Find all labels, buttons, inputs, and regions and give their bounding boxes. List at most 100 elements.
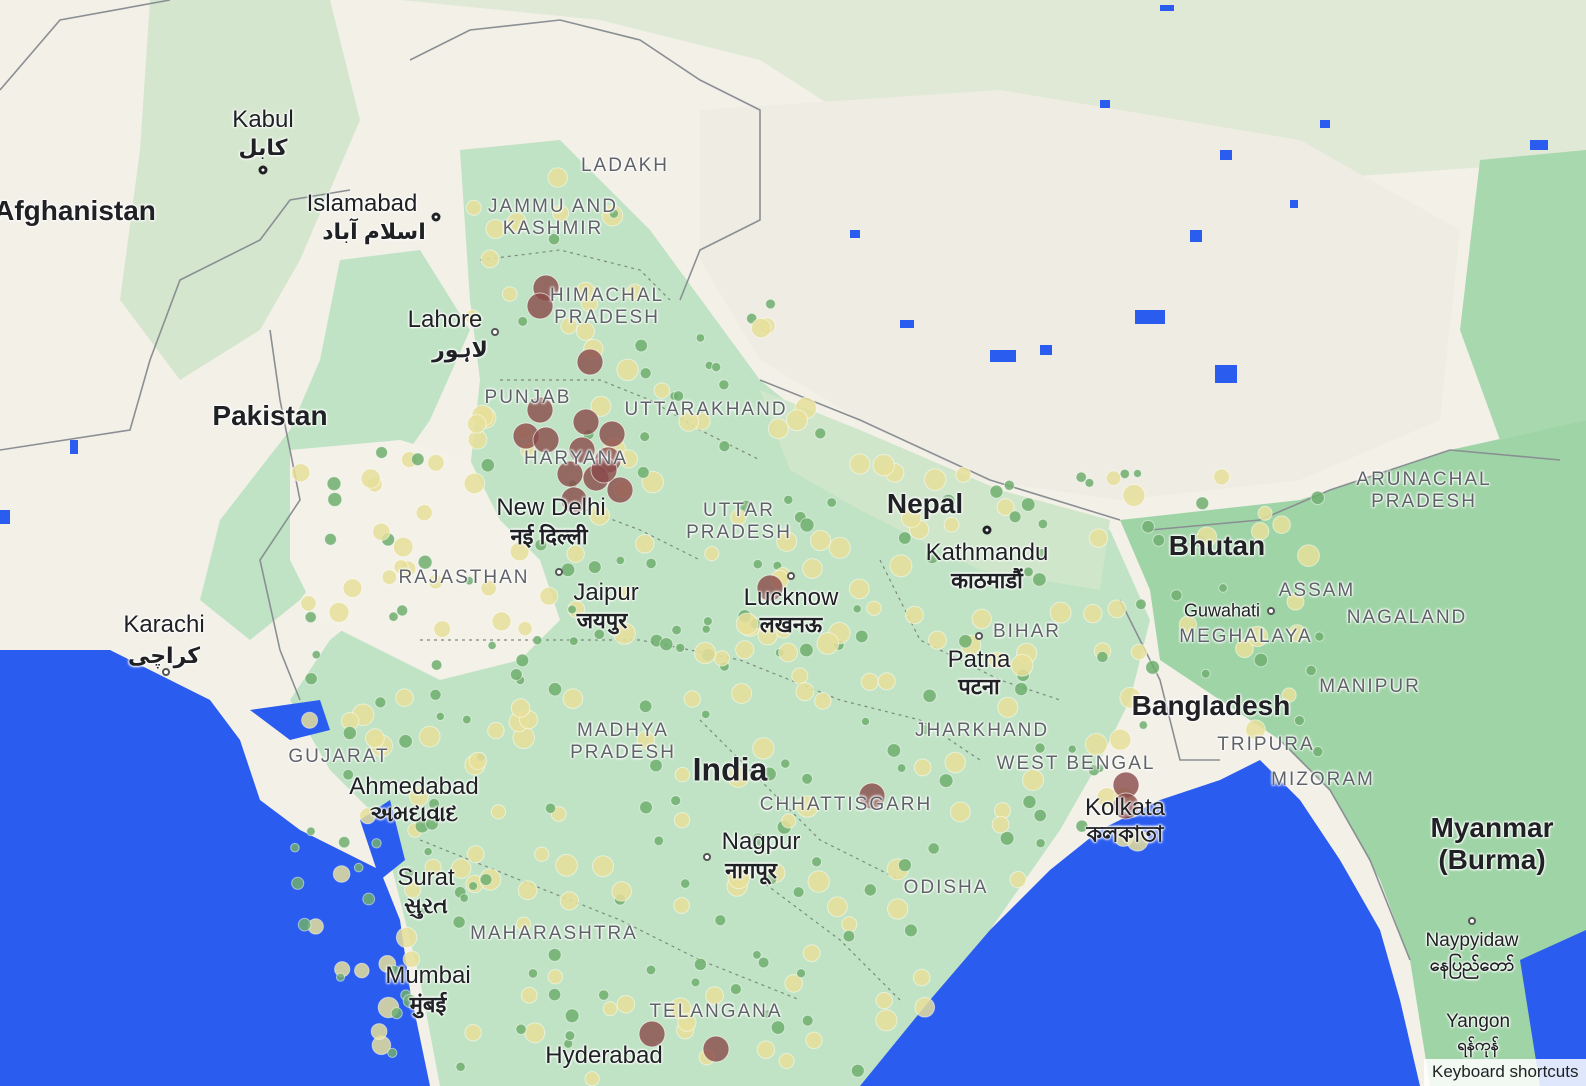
heatmap-marker <box>1106 471 1121 486</box>
city-dot-kabul[interactable] <box>259 166 268 175</box>
city-label-kabul[interactable]: Kabul <box>232 106 293 134</box>
heatmap-marker <box>599 990 609 1000</box>
heatmap-marker <box>436 712 444 720</box>
heatmap-marker <box>518 881 537 900</box>
heatmap-marker <box>810 530 830 550</box>
country-label-bhutan: Bhutan <box>1169 530 1265 562</box>
heatmap-marker <box>676 643 685 652</box>
city-local-mumbai: मुंबई <box>410 989 447 1019</box>
state-label-jammu-kashmir-2: KASHMIR <box>503 218 604 240</box>
heatmap-marker <box>719 380 729 390</box>
heatmap-marker <box>890 555 912 577</box>
heatmap-marker <box>635 339 648 352</box>
city-label-new-delhi[interactable]: New Delhi <box>496 494 605 522</box>
heatmap-marker <box>560 892 578 910</box>
heatmap-marker <box>1120 469 1129 478</box>
heatmap-marker <box>849 579 869 599</box>
heatmap-marker <box>812 857 822 867</box>
city-label-surat[interactable]: Surat <box>397 864 454 892</box>
heatmap-marker <box>758 957 769 968</box>
city-dot-islamabad[interactable] <box>432 213 441 222</box>
city-label-kathmandu[interactable]: Kathmandu <box>926 539 1049 567</box>
heatmap-marker <box>548 948 561 961</box>
city-dot-lucknow[interactable] <box>787 572 795 580</box>
city-dot-karachi[interactable] <box>162 668 170 676</box>
heatmap-marker <box>366 729 385 748</box>
heatmap-marker <box>751 318 771 338</box>
heatmap-marker <box>684 691 700 707</box>
city-label-guwahati[interactable]: Guwahati <box>1184 601 1260 622</box>
city-label-karachi[interactable]: Karachi <box>123 611 204 639</box>
city-dot-lahore[interactable] <box>491 328 499 336</box>
heatmap-marker <box>469 882 478 891</box>
state-label-bihar: BIHAR <box>993 621 1061 643</box>
heatmap-marker <box>646 558 656 568</box>
heatmap-marker <box>850 454 870 474</box>
heatmap-marker <box>898 859 911 872</box>
city-label-hyderabad[interactable]: Hyderabad <box>545 1042 662 1070</box>
heatmap-marker <box>779 1054 794 1069</box>
heatmap-marker-high <box>577 349 603 375</box>
city-dot-kathmandu[interactable] <box>983 526 992 535</box>
keyboard-shortcuts-link[interactable]: Keyboard shortcuts <box>1424 1059 1586 1086</box>
city-dot-jaipur[interactable] <box>555 568 563 576</box>
state-label-west-bengal: WEST BENGAL <box>997 753 1156 775</box>
heatmap-marker <box>396 689 414 707</box>
heatmap-marker <box>1076 472 1086 482</box>
heatmap-marker <box>389 612 398 621</box>
city-dot-guwahati[interactable] <box>1267 607 1275 615</box>
heatmap-marker <box>1089 529 1107 547</box>
city-label-nagpur[interactable]: Nagpur <box>722 828 801 856</box>
heatmap-marker <box>802 773 813 784</box>
heatmap-marker <box>843 930 855 942</box>
city-local-naypyidaw: နေပြည်တော် <box>1430 953 1514 980</box>
city-label-lucknow[interactable]: Lucknow <box>744 584 839 612</box>
heatmap-marker <box>800 518 814 532</box>
city-label-yangon[interactable]: Yangon <box>1446 1011 1510 1033</box>
heatmap-marker <box>782 814 796 828</box>
heatmap-marker <box>480 874 492 886</box>
heatmap-marker <box>753 560 762 569</box>
heatmap-marker <box>808 871 829 892</box>
heatmap-marker <box>732 684 752 704</box>
heatmap-marker <box>1034 809 1046 821</box>
heatmap-marker <box>416 505 432 521</box>
city-label-mumbai[interactable]: Mumbai <box>385 962 470 990</box>
heatmap-marker <box>1011 654 1033 676</box>
heatmap-marker <box>533 636 542 645</box>
heatmap-marker-high <box>599 421 625 447</box>
heatmap-marker <box>1110 729 1131 750</box>
heatmap-marker <box>781 759 790 768</box>
city-label-naypyidaw[interactable]: Naypyidaw <box>1426 930 1519 952</box>
city-dot-naypyidaw[interactable] <box>1468 917 1476 925</box>
heatmap-marker <box>928 843 939 854</box>
city-label-jaipur[interactable]: Jaipur <box>573 579 638 607</box>
heatmap-marker <box>705 547 719 561</box>
city-label-islamabad[interactable]: Islamabad <box>307 190 418 218</box>
heatmap-marker <box>371 1024 387 1040</box>
heatmap-marker <box>704 617 713 626</box>
heatmap-marker <box>339 837 350 848</box>
heatmap-marker <box>674 813 689 828</box>
heatmap-marker <box>1136 599 1147 610</box>
city-label-ahmedabad[interactable]: Ahmedabad <box>349 773 478 801</box>
state-label-uttar-pradesh-2: PRADESH <box>686 522 792 544</box>
state-label-jharkhand: JHARKHAND <box>915 720 1049 742</box>
city-dot-nagpur[interactable] <box>703 853 711 861</box>
city-label-lahore[interactable]: Lahore <box>408 306 483 334</box>
heatmap-marker <box>363 893 375 905</box>
heatmap-marker <box>956 467 971 482</box>
heatmap-marker <box>328 493 342 507</box>
heatmap-marker <box>1131 644 1147 660</box>
state-label-maharashtra: MAHARASHTRA <box>470 923 638 945</box>
heatmap-marker <box>481 459 494 472</box>
heatmap-marker <box>1108 600 1126 618</box>
heatmap-marker <box>336 973 344 981</box>
city-dot-patna[interactable] <box>975 632 983 640</box>
state-label-uttar-pradesh: UTTAR <box>703 500 775 522</box>
heatmap-marker <box>298 918 311 931</box>
heatmap-marker <box>992 816 1009 833</box>
heatmap-marker <box>1273 516 1291 534</box>
city-label-patna[interactable]: Patna <box>948 646 1011 674</box>
